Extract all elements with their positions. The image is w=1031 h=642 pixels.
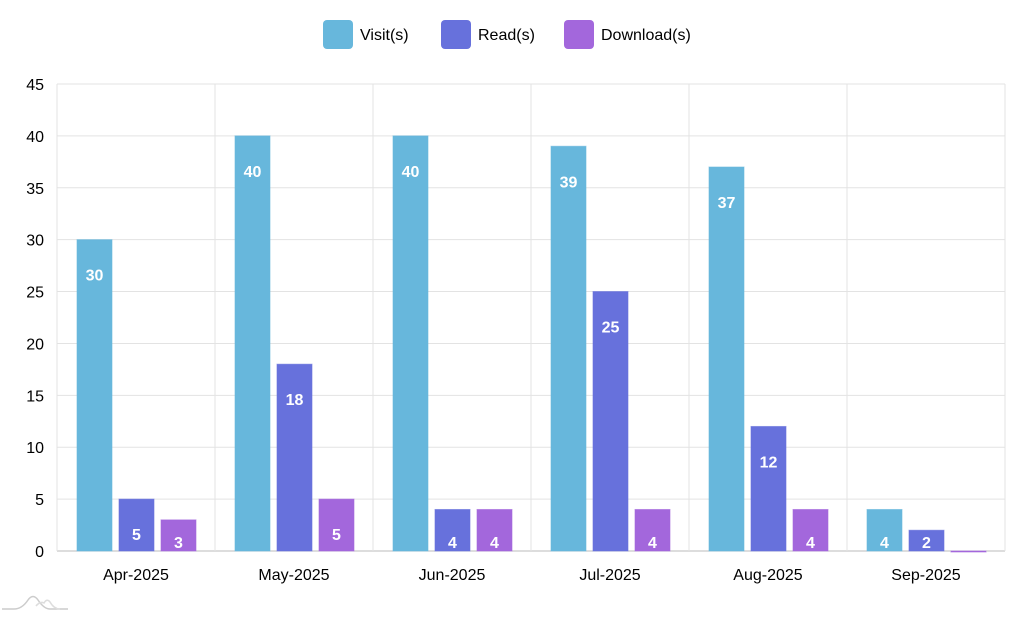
data-label: 39 — [560, 174, 578, 191]
bar-downloads — [634, 508, 671, 552]
bar-visits — [76, 239, 113, 552]
legend-label: Read(s) — [478, 27, 535, 44]
legend-label: Visit(s) — [360, 27, 409, 44]
data-label: 4 — [880, 535, 889, 552]
y-tick-label: 25 — [26, 285, 44, 302]
bar-visits — [866, 508, 903, 552]
bar-downloads — [476, 508, 513, 552]
bar-reads — [750, 425, 787, 552]
x-tick-label: May-2025 — [258, 567, 329, 584]
legend: Visit(s) Read(s) Download(s) — [323, 20, 691, 49]
bar-reads — [908, 529, 945, 552]
x-axis: Apr-2025 May-2025 Jun-2025 Jul-2025 Aug-2025… — [103, 567, 961, 584]
y-axis: 0 5 10 15 20 25 30 35 40 45 — [26, 77, 44, 561]
data-label: 3 — [174, 535, 183, 552]
bar-reads — [434, 508, 471, 552]
bar-reads — [592, 291, 629, 552]
bar-reads — [276, 363, 313, 552]
x-tick-label: Sep-2025 — [891, 567, 960, 584]
y-tick-label: 35 — [26, 181, 44, 198]
x-tick-label: Aug-2025 — [733, 567, 802, 584]
bar-downloads — [950, 550, 987, 553]
data-label: 4 — [648, 535, 657, 552]
data-label: 4 — [490, 535, 499, 552]
y-tick-label: 5 — [35, 492, 44, 509]
y-tick-label: 45 — [26, 77, 44, 94]
bar-downloads — [160, 519, 197, 552]
data-label: 4 — [806, 535, 815, 552]
x-tick-label: Jul-2025 — [579, 567, 640, 584]
legend-swatch — [441, 20, 471, 49]
y-tick-label: 20 — [26, 336, 44, 353]
data-label: 4 — [448, 535, 457, 552]
y-tick-label: 10 — [26, 440, 44, 457]
data-label: 18 — [286, 392, 304, 409]
grid — [56, 83, 1006, 552]
data-label: 40 — [402, 164, 420, 181]
y-tick-label: 0 — [35, 544, 44, 561]
x-tick-label: Apr-2025 — [103, 567, 169, 584]
bar-visits — [234, 135, 271, 552]
x-tick-label: Jun-2025 — [419, 567, 486, 584]
legend-item-reads[interactable]: Read(s) — [441, 20, 535, 49]
y-tick-label: 40 — [26, 129, 44, 146]
bar-downloads — [792, 508, 829, 552]
bar-visits — [708, 166, 745, 552]
amcharts-logo-icon — [2, 595, 68, 610]
bar-reads — [118, 498, 155, 552]
bar-visits — [550, 145, 587, 552]
legend-item-visits[interactable]: Visit(s) — [323, 20, 409, 49]
data-label: 40 — [244, 164, 262, 181]
y-tick-label: 30 — [26, 233, 44, 250]
data-label: 25 — [602, 320, 620, 337]
bar-downloads — [318, 498, 355, 552]
data-label: 30 — [86, 268, 104, 285]
bar-visits — [392, 135, 429, 552]
legend-item-downloads[interactable]: Download(s) — [564, 20, 691, 49]
bars — [76, 135, 987, 553]
y-tick-label: 15 — [26, 388, 44, 405]
data-labels: 30 5 3 40 18 5 40 4 4 39 25 4 37 12 4 4 2 — [86, 164, 931, 552]
legend-swatch — [564, 20, 594, 49]
data-label: 2 — [922, 535, 931, 552]
data-label: 12 — [760, 454, 778, 471]
data-label: 5 — [332, 527, 341, 544]
data-label: 37 — [718, 195, 736, 212]
legend-swatch — [323, 20, 353, 49]
legend-label: Download(s) — [601, 27, 691, 44]
data-label: 5 — [132, 527, 141, 544]
